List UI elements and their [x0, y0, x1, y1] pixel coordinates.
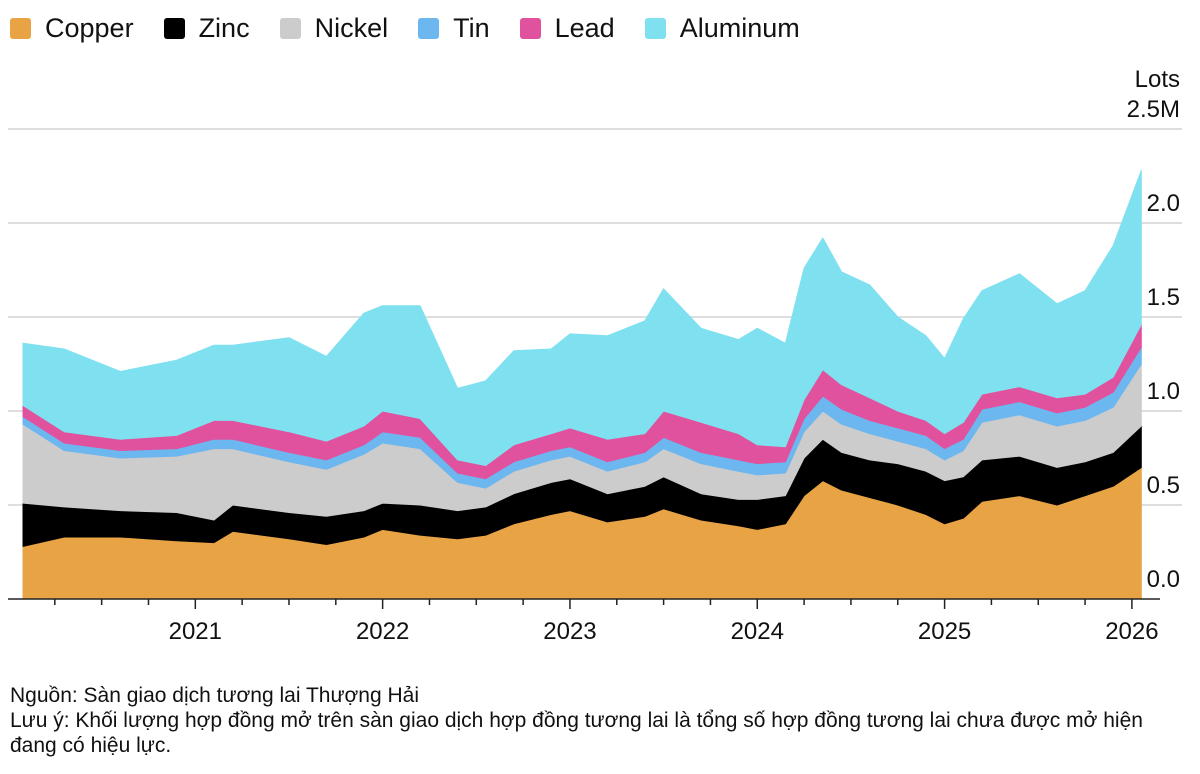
- y-tick-label-1.0: 1.0: [1147, 378, 1180, 405]
- y-tick-label-0.0: 0.0: [1147, 566, 1180, 593]
- x-tick-label-2025: 2025: [918, 618, 971, 645]
- footnote: Lưu ý: Khối lượng hợp đồng mở trên sàn g…: [10, 709, 1143, 757]
- x-tick-label-2024: 2024: [731, 618, 784, 645]
- legend-label-copper: Copper: [45, 12, 134, 43]
- chart-footer: Nguồn: Sàn giao dịch tương lai Thượng Hả…: [10, 683, 1195, 758]
- legend-label-tin: Tin: [453, 12, 490, 43]
- legend-item-zinc: Zinc: [163, 12, 250, 44]
- legend-item-copper: Copper: [10, 13, 134, 44]
- y-tick-label-2.5M: 2.5M: [1127, 96, 1180, 123]
- x-tick-label-2022: 2022: [356, 618, 409, 645]
- y-tick-label-0.5: 0.5: [1147, 472, 1180, 499]
- x-tick-label-2026: 2026: [1105, 618, 1158, 645]
- y-tick-label-1.5: 1.5: [1147, 284, 1180, 311]
- legend-label-nickel: Nickel: [314, 12, 389, 43]
- legend-label-zinc: Zinc: [198, 12, 250, 43]
- legend-swatch-aluminum: [644, 17, 666, 39]
- legend-swatch-copper: [10, 17, 31, 39]
- legend-item-aluminum: Aluminum: [644, 12, 800, 44]
- legend-item-lead: Lead: [519, 12, 615, 44]
- legend-item-tin: Tin: [418, 13, 490, 44]
- legend-item-nickel: Nickel: [279, 12, 389, 44]
- legend-swatch-tin: [418, 17, 440, 39]
- x-tick-label-2021: 2021: [169, 618, 222, 645]
- y-tick-label-2.0: 2.0: [1147, 190, 1180, 217]
- source-note: Nguồn: Sàn giao dịch tương lai Thượng Hả…: [10, 684, 420, 707]
- x-tick-label-2023: 2023: [543, 618, 596, 645]
- legend-label-aluminum: Aluminum: [679, 12, 800, 43]
- stacked-area-chart: 2021 2022 2023 2024 2025 2026 0.0 0.5 1.0 1.5 2.0 2…: [8, 66, 1182, 645]
- chart-legend: Copper Zinc Nickel Tin Lead Aluminum: [10, 10, 830, 46]
- legend-swatch-zinc: [163, 17, 185, 39]
- legend-label-lead: Lead: [554, 12, 615, 43]
- area-aluminum: [22, 169, 1142, 466]
- legend-swatch-lead: [519, 17, 541, 39]
- y-axis-unit-label: Lots: [1135, 66, 1180, 93]
- legend-swatch-nickel: [279, 17, 301, 39]
